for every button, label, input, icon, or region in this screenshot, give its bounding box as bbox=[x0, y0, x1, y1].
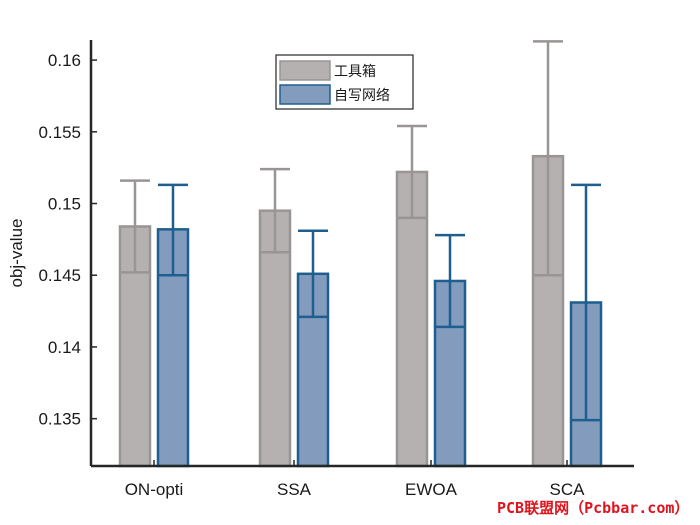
y-tick-label: 0.145 bbox=[38, 266, 81, 285]
error-bar-custom-net bbox=[435, 233, 465, 329]
legend-swatch-toolbox bbox=[279, 60, 331, 81]
error-bar-toolbox bbox=[260, 167, 290, 254]
y-tick-label: 0.155 bbox=[38, 123, 81, 142]
watermark-text: PCB联盟网（Pcbbar.com） bbox=[497, 499, 690, 517]
axes: 0.135 0.14 0.145 0.15 0.155 0.16 ON-opti SSA EW… bbox=[7, 40, 634, 499]
y-tick-label: 0.15 bbox=[48, 195, 81, 214]
error-bar-toolbox bbox=[533, 40, 563, 277]
x-tick-label: ON-opti bbox=[125, 480, 184, 499]
plot-area bbox=[118, 40, 603, 468]
x-tick-label: SSA bbox=[277, 480, 312, 499]
y-ticks: 0.135 0.14 0.145 0.15 0.155 0.16 bbox=[38, 51, 97, 429]
legend-label-custom-net: 自写网络 bbox=[334, 88, 390, 104]
error-bar-custom-net bbox=[571, 183, 601, 422]
x-ticks: ON-opti SSA EWOA SCA bbox=[125, 460, 585, 499]
y-tick-label: 0.135 bbox=[38, 410, 81, 429]
legend-swatch-custom-net bbox=[279, 84, 331, 105]
error-bar-custom-net bbox=[298, 229, 328, 319]
error-bar-toolbox bbox=[120, 179, 150, 274]
legend: 工具箱 自写网络 bbox=[275, 54, 414, 110]
y-tick-label: 0.16 bbox=[48, 51, 81, 70]
bar-toolbox bbox=[395, 170, 429, 468]
legend-label-toolbox: 工具箱 bbox=[334, 64, 376, 80]
error-bar-custom-net bbox=[158, 183, 188, 277]
y-tick-label: 0.14 bbox=[48, 338, 81, 357]
x-tick-label: SCA bbox=[550, 480, 586, 499]
y-axis-title: obj-value bbox=[7, 219, 26, 288]
x-tick-label: EWOA bbox=[405, 480, 458, 499]
error-bar-toolbox bbox=[397, 124, 427, 220]
